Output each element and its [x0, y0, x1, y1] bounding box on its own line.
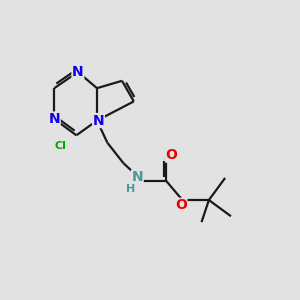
Text: Cl: Cl	[54, 141, 66, 151]
Text: N: N	[93, 114, 104, 128]
Text: O: O	[166, 148, 177, 162]
Text: H: H	[126, 184, 135, 194]
Text: N: N	[49, 112, 60, 126]
Text: N: N	[72, 65, 84, 79]
Text: N: N	[131, 170, 143, 184]
Text: O: O	[175, 198, 187, 212]
